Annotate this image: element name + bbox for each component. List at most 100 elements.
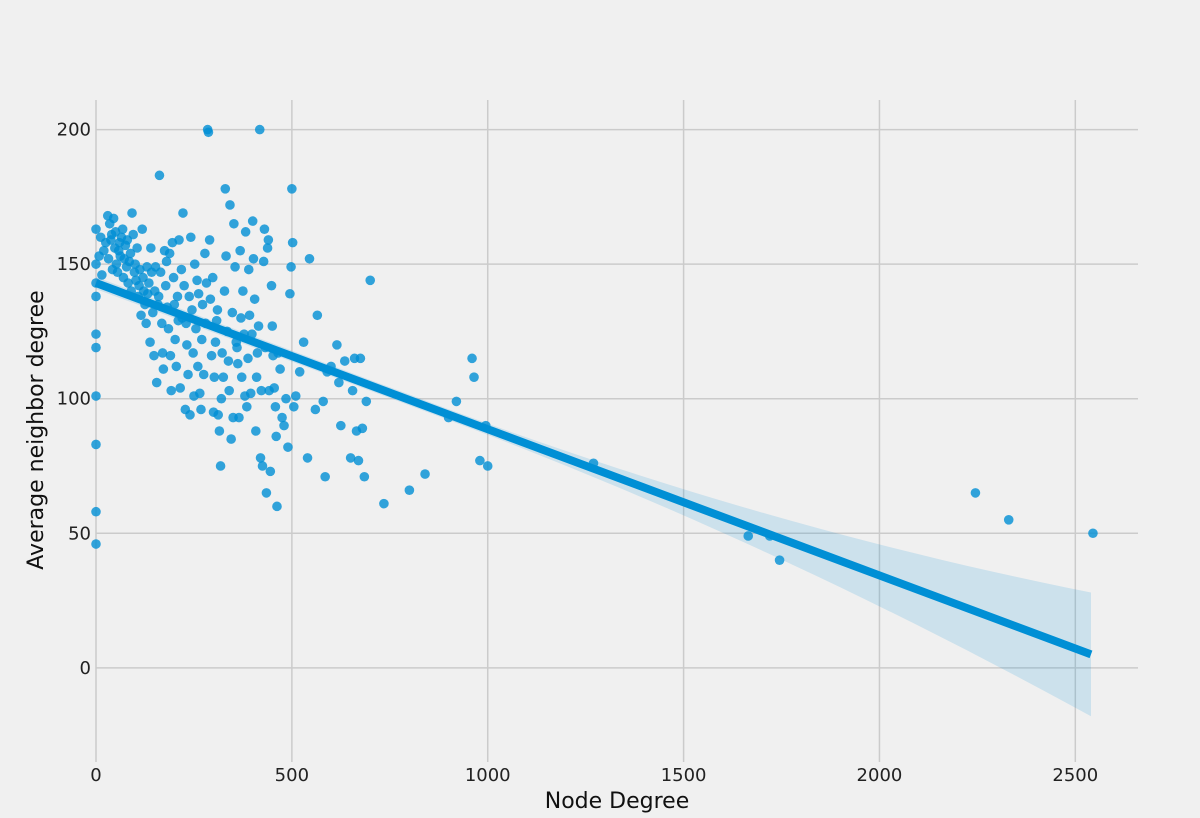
- data-point: [189, 259, 200, 269]
- data-point: [193, 361, 203, 372]
- data-point: [265, 466, 276, 477]
- data-point: [298, 337, 309, 347]
- data-point: [183, 369, 193, 380]
- x-tick-label: 1000: [465, 765, 511, 786]
- data-point: [355, 353, 366, 364]
- data-point: [251, 372, 262, 382]
- data-point: [334, 377, 344, 388]
- regression-line-layer: [94, 279, 1093, 659]
- data-point: [215, 461, 226, 471]
- y-tick-label: 150: [57, 254, 91, 275]
- data-point: [245, 388, 256, 399]
- data-point: [240, 227, 251, 237]
- data-point: [451, 396, 462, 407]
- data-point: [225, 200, 235, 210]
- data-point: [255, 453, 266, 463]
- data-point: [214, 426, 225, 436]
- data-point: [196, 334, 207, 345]
- x-tick-label: 2500: [1052, 765, 1098, 786]
- data-point: [196, 404, 206, 415]
- tick-label-layer: 0 500 1000 1500 2000 2500 0 50 100 150 200: [57, 120, 1099, 786]
- data-point: [216, 393, 227, 404]
- data-point: [267, 321, 278, 331]
- data-point: [263, 235, 274, 245]
- data-point: [261, 488, 272, 498]
- data-point: [136, 310, 146, 321]
- data-point: [171, 361, 182, 372]
- data-point: [168, 272, 179, 283]
- data-point: [235, 245, 245, 256]
- data-point: [266, 280, 277, 291]
- data-point: [193, 288, 204, 299]
- data-point: [320, 471, 330, 482]
- data-point: [198, 369, 209, 380]
- data-point: [310, 404, 321, 415]
- data-point: [379, 498, 389, 509]
- data-point-layer: [91, 124, 1098, 565]
- data-point: [251, 426, 261, 436]
- data-point: [91, 329, 101, 339]
- grid-layer: [95, 100, 1138, 762]
- data-point: [294, 366, 305, 377]
- data-point: [232, 342, 242, 353]
- data-point: [353, 455, 364, 466]
- data-point: [178, 208, 188, 218]
- data-point: [361, 396, 372, 407]
- data-point: [172, 291, 183, 302]
- data-point: [272, 501, 282, 512]
- data-point: [153, 291, 164, 302]
- data-point: [128, 229, 139, 240]
- data-point: [154, 170, 165, 181]
- data-point: [161, 256, 172, 267]
- data-point: [132, 243, 142, 253]
- data-point: [469, 372, 479, 382]
- y-tick-label: 200: [57, 120, 91, 141]
- data-point: [253, 321, 264, 331]
- data-point: [262, 243, 273, 253]
- data-point: [243, 264, 254, 275]
- data-point: [318, 396, 329, 407]
- data-point: [209, 372, 220, 382]
- data-point: [970, 488, 981, 498]
- y-tick-label: 50: [68, 523, 91, 544]
- data-point: [203, 127, 214, 138]
- data-point: [289, 401, 299, 412]
- data-point: [774, 555, 785, 565]
- data-point: [242, 401, 252, 412]
- data-point: [174, 235, 184, 245]
- data-point: [226, 434, 236, 444]
- data-point: [359, 471, 370, 482]
- data-point: [160, 280, 171, 291]
- data-point: [148, 307, 158, 318]
- data-point: [164, 248, 175, 259]
- data-point: [270, 401, 281, 412]
- data-point: [91, 224, 101, 234]
- data-point: [200, 248, 210, 259]
- data-point: [238, 286, 248, 296]
- data-point: [204, 235, 215, 245]
- data-point: [283, 442, 293, 452]
- data-point: [221, 251, 231, 261]
- data-point: [248, 253, 259, 264]
- data-point: [91, 291, 101, 302]
- data-point: [170, 334, 180, 345]
- data-point: [206, 350, 217, 361]
- data-point: [347, 385, 358, 396]
- data-point: [176, 264, 187, 275]
- data-point: [230, 262, 240, 272]
- data-point: [141, 318, 151, 329]
- x-tick-label: 2000: [857, 765, 903, 786]
- data-point: [111, 259, 122, 269]
- data-point: [157, 348, 168, 358]
- data-point: [257, 461, 268, 471]
- data-point: [195, 388, 205, 399]
- data-point: [169, 299, 180, 310]
- data-point: [467, 353, 477, 364]
- data-point: [227, 307, 238, 318]
- data-point: [249, 294, 260, 304]
- data-point: [213, 410, 224, 420]
- data-point: [743, 531, 754, 541]
- data-point: [205, 294, 216, 304]
- data-point: [210, 337, 221, 347]
